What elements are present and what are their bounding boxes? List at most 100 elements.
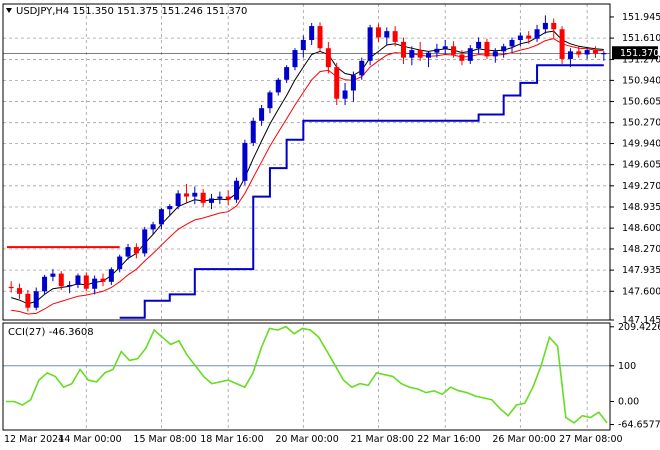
cci-y-tick-label: 209.4226 [618, 322, 660, 333]
candles [8, 15, 607, 312]
cci-y-tick-label: 100 [618, 361, 636, 372]
candle-up [409, 50, 415, 58]
candle-up [501, 46, 507, 52]
y-axis-labels: 151.945 151.610 151.270 150.940 150.605 150.2… [610, 12, 660, 326]
y-tick-label: 150.940 [622, 75, 660, 86]
candle-down [83, 275, 89, 289]
cci-y-tick-label: -64.6577 [618, 420, 660, 431]
y-tick-label: 147.600 [622, 286, 660, 297]
candle-up [442, 46, 448, 49]
y-tick-label: 149.605 [622, 160, 660, 171]
candle-up [292, 50, 298, 68]
candle-down [334, 67, 340, 99]
candle-up [467, 48, 473, 61]
candle-down [451, 46, 457, 55]
candle-up [217, 196, 223, 199]
candle-down [459, 54, 465, 61]
candle-up [259, 108, 265, 121]
y-tick-label: 147.935 [622, 265, 660, 276]
axes [2, 3, 611, 431]
grid [3, 4, 610, 430]
y-tick-label: 150.270 [622, 118, 660, 129]
candle-up [167, 206, 173, 210]
candle-up [92, 278, 98, 289]
y-tick-label: 151.610 [622, 33, 660, 44]
candle-up [42, 276, 48, 292]
candle-up [584, 50, 590, 55]
x-tick-label: 22 Mar 16:00 [417, 434, 480, 445]
candle-down [417, 50, 423, 58]
x-tick-label: 18 Mar 16:00 [200, 434, 263, 445]
y-tick-label: 147.145 [622, 315, 660, 326]
candle-up [509, 39, 515, 47]
candle-up [342, 90, 348, 99]
candle-up [192, 192, 198, 197]
x-tick-label: 26 Mar 00:00 [492, 434, 555, 445]
candle-up [142, 229, 148, 254]
candle-down [400, 41, 406, 58]
candle-down [392, 31, 398, 42]
x-tick-label: 27 Mar 08:00 [559, 434, 622, 445]
candle-up [150, 224, 156, 230]
candle-up [350, 75, 356, 91]
candle-up [542, 22, 548, 30]
candle-down [526, 35, 532, 39]
candle-up [284, 67, 290, 80]
candle-up [67, 284, 73, 287]
candle-up [492, 51, 498, 57]
candle-up [50, 273, 56, 277]
y-tick-label: 148.600 [622, 223, 660, 234]
candle-down [559, 29, 565, 59]
candle-down [17, 288, 23, 294]
candle-down [576, 51, 582, 55]
y-tick-label: 149.940 [622, 139, 660, 150]
cci-title: CCI(27) -46.3608 [8, 327, 94, 338]
candle-down [484, 41, 490, 57]
candle-down [183, 193, 189, 197]
candle-down [8, 286, 14, 289]
candle-down [375, 27, 381, 38]
candle-up [234, 180, 240, 200]
candle-up [158, 209, 164, 225]
y-tick-label: 151.945 [622, 12, 660, 23]
candle-up [567, 51, 573, 59]
candle-up [125, 247, 131, 257]
x-tick-label: 14 Mar 00:00 [58, 434, 121, 445]
candle-up [426, 52, 432, 58]
candle-up [175, 193, 181, 207]
cci-y-tick-label: 0.00 [618, 396, 639, 407]
slow-ma-line [11, 38, 604, 315]
candle-down [133, 247, 139, 254]
candle-down [325, 48, 331, 68]
labels: USDJPY,H4 151.350 151.375 151.246 151.37… [6, 6, 247, 338]
support-resistance-levels [7, 64, 604, 319]
candle-up [275, 79, 281, 93]
candle-up [33, 291, 39, 308]
current-price-label: 151.370 [620, 48, 659, 59]
dropdown-triangle-icon[interactable] [6, 8, 12, 13]
y-tick-label: 149.270 [622, 181, 660, 192]
support-line [119, 64, 604, 319]
candle-down [58, 273, 64, 287]
main-panel-border [2, 3, 611, 321]
candle-up [250, 120, 256, 143]
candle-up [367, 27, 373, 61]
cci-panel-border [2, 322, 611, 431]
candle-down [25, 293, 31, 308]
x-tick-label: 12 Mar 2024 [4, 434, 64, 445]
y-tick-label: 150.605 [622, 97, 660, 108]
candle-down [100, 278, 106, 282]
candle-down [225, 196, 231, 200]
x-tick-label: 21 Mar 08:00 [350, 434, 413, 445]
y-tick-label: 151.270 [622, 55, 660, 66]
candle-up [534, 29, 540, 39]
candle-down [592, 50, 598, 54]
candle-up [384, 31, 390, 38]
current-price-box [612, 46, 658, 60]
candle-up [267, 92, 273, 109]
candle-up [209, 198, 215, 203]
cci-indicator: 209.4226 100 0.00 -64.6577 [3, 322, 660, 431]
candle-up [476, 41, 482, 49]
